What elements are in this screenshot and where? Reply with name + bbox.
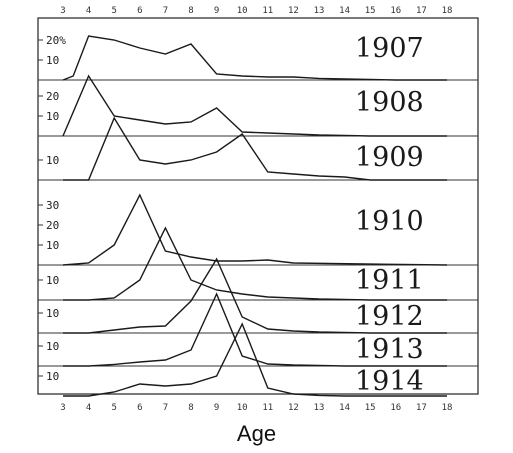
- x-tick-label: 14: [339, 6, 350, 16]
- x-tick-label: 18: [442, 403, 453, 413]
- x-tick-label: 12: [288, 6, 299, 16]
- series-line-1910: [62, 193, 448, 266]
- x-tick-label: 10: [237, 403, 248, 413]
- panel-curves: [62, 35, 448, 397]
- x-tick-label: 11: [262, 6, 273, 16]
- y-tick-label: 20: [46, 219, 59, 232]
- x-tick-label: 11: [262, 403, 273, 413]
- panel-year-label: 1910: [355, 206, 424, 237]
- x-tick-label: 13: [314, 6, 325, 16]
- y-tick-label: 10: [46, 239, 59, 252]
- y-tick-label: 20: [46, 90, 59, 103]
- panel-year-label: 1911: [355, 265, 424, 296]
- x-tick-label: 3: [60, 403, 65, 413]
- panel-year-label: 1912: [355, 301, 424, 332]
- x-tick-label: 18: [442, 6, 453, 16]
- x-tick-label: 17: [416, 6, 427, 16]
- x-axis-title: Age: [236, 421, 277, 446]
- y-tick-label: 10: [46, 340, 59, 353]
- x-tick-label: 14: [339, 403, 350, 413]
- y-tick-label: 10: [46, 54, 59, 67]
- x-tick-label: 6: [137, 403, 142, 413]
- x-tick-label: 4: [86, 6, 91, 16]
- x-tick-label: 3: [60, 6, 65, 16]
- x-tick-label: 9: [214, 403, 219, 413]
- series-line-1911: [63, 226, 447, 301]
- x-tick-label: 5: [111, 403, 116, 413]
- panel-year-label: 1913: [355, 334, 424, 365]
- x-tick-label: 4: [86, 403, 91, 413]
- panel-year-label: 1908: [355, 87, 424, 118]
- panel-year-label: 1909: [355, 142, 424, 173]
- y-tick-label: 30: [46, 199, 59, 212]
- y-tick-label: 10: [46, 307, 59, 320]
- x-ticks-top: 3 4 5 6 7 8 9 10 11 12 13 14 15 16 17 18: [60, 6, 452, 16]
- series-line-1907: [62, 35, 447, 81]
- y-tick-label: 10: [46, 154, 59, 167]
- x-tick-label: 15: [365, 403, 376, 413]
- panel-y-labels: 20% 10 20 10 10 30 20 10 10 10 10 10: [38, 34, 66, 383]
- x-tick-label: 8: [188, 6, 193, 16]
- series-line-1912: [63, 257, 447, 334]
- series-line-1909: [63, 116, 447, 181]
- x-tick-label: 9: [214, 6, 219, 16]
- panel-year-label: 1914: [355, 366, 424, 397]
- x-ticks-bottom: 3 4 5 6 7 8 9 10 11 12 13 14 15 16 17 18: [60, 403, 452, 413]
- plot-frame: [37, 17, 479, 395]
- x-tick-label: 6: [137, 6, 142, 16]
- x-tick-label: 7: [163, 403, 168, 413]
- series-line-1914: [63, 322, 447, 397]
- x-tick-label: 17: [416, 403, 427, 413]
- x-tick-label: 15: [365, 6, 376, 16]
- x-tick-label: 12: [288, 403, 299, 413]
- x-tick-label: 16: [390, 403, 401, 413]
- y-tick-label: 10: [46, 370, 59, 383]
- x-tick-label: 16: [390, 6, 401, 16]
- x-tick-label: 10: [237, 6, 248, 16]
- series-line-1908: [62, 74, 447, 137]
- x-tick-label: 5: [111, 6, 116, 16]
- y-tick-label: 10: [46, 110, 59, 123]
- x-tick-label: 7: [163, 6, 168, 16]
- panel-year-label: 1907: [355, 33, 424, 64]
- y-tick-label: 10: [46, 274, 59, 287]
- series-line-1913: [63, 292, 447, 367]
- x-tick-label: 13: [314, 403, 325, 413]
- y-tick-label: 20%: [46, 34, 66, 47]
- x-tick-label: 8: [188, 403, 193, 413]
